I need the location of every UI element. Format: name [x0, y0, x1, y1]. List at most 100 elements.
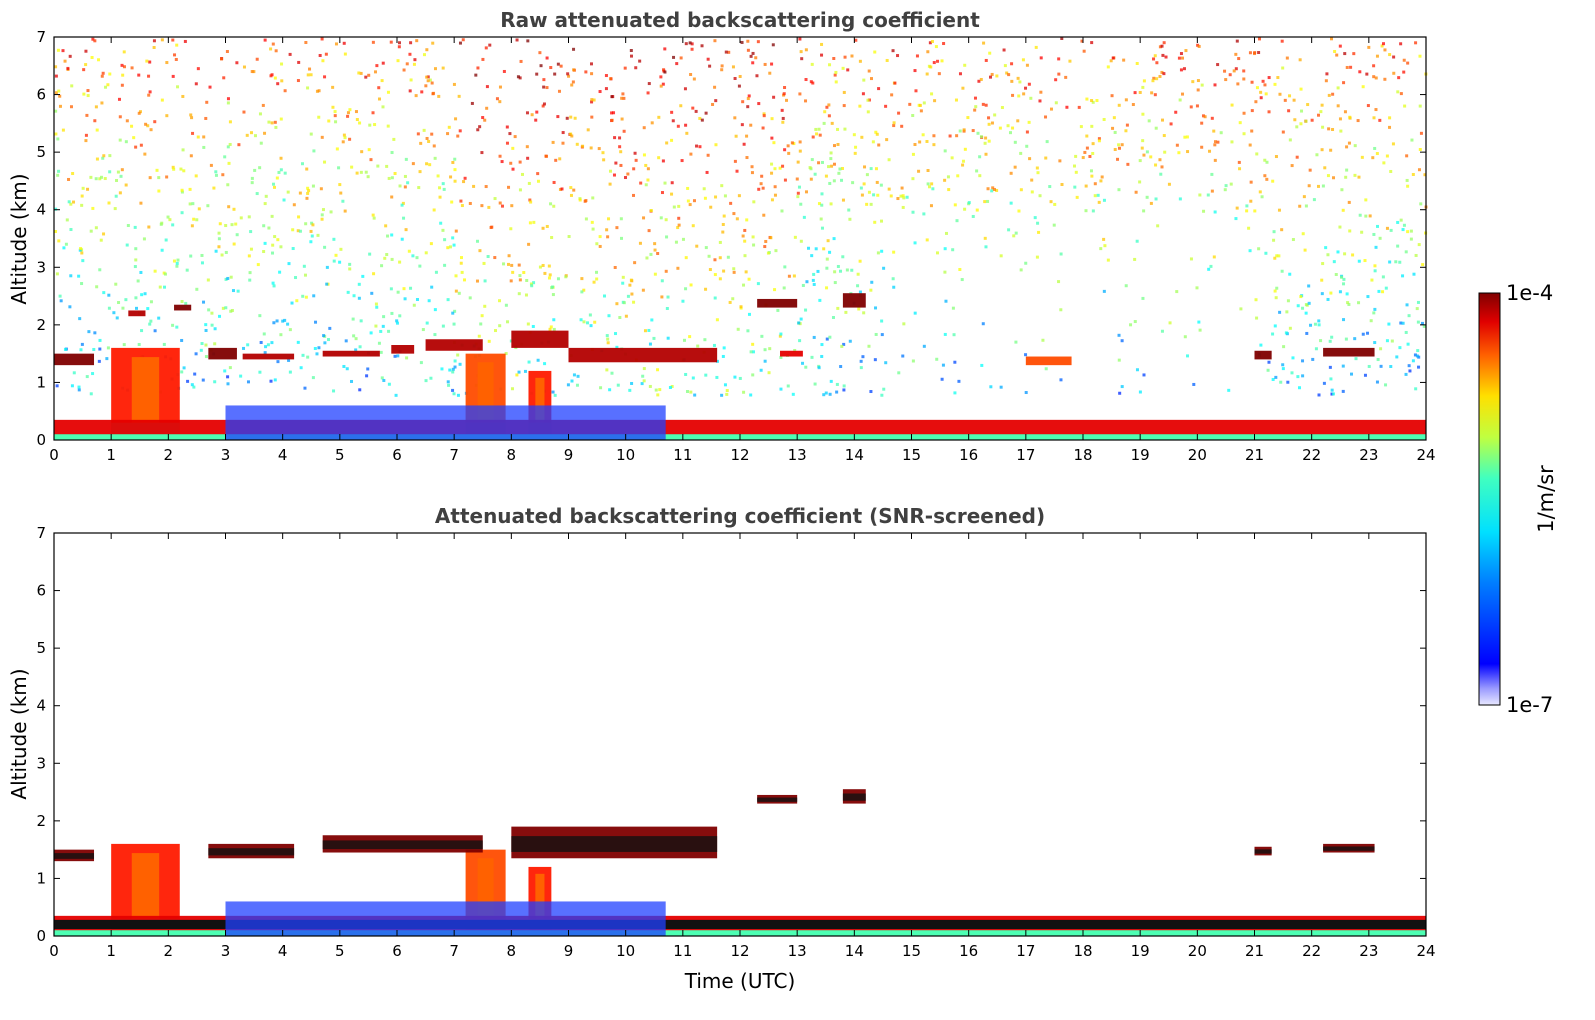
noise-pixel	[389, 40, 393, 44]
noise-pixel	[400, 203, 404, 207]
noise-pixel	[642, 153, 646, 157]
noise-pixel	[91, 37, 95, 41]
noise-pixel	[94, 105, 98, 109]
x-tick-label: 14	[845, 942, 864, 960]
noise-pixel	[1316, 184, 1320, 188]
panel-1-ylabel: Altitude (km)	[7, 173, 31, 304]
noise-pixel	[660, 279, 664, 283]
noise-pixel	[657, 115, 661, 119]
noise-pixel	[558, 157, 562, 161]
noise-pixel	[759, 368, 763, 372]
noise-pixel	[747, 277, 751, 281]
noise-pixel	[1310, 118, 1314, 122]
noise-pixel	[1142, 209, 1146, 213]
noise-pixel	[1160, 165, 1164, 169]
noise-pixel	[1398, 346, 1402, 350]
noise-pixel	[456, 134, 460, 138]
noise-pixel	[454, 117, 458, 121]
x-tick-label: 24	[1416, 446, 1435, 464]
noise-pixel	[792, 274, 796, 278]
noise-pixel	[468, 201, 472, 205]
noise-pixel	[303, 273, 307, 277]
noise-pixel	[518, 188, 522, 192]
noise-pixel	[405, 62, 409, 66]
noise-pixel	[608, 182, 612, 186]
noise-pixel	[95, 128, 99, 132]
noise-pixel	[677, 204, 681, 208]
x-tick-label: 2	[164, 942, 174, 960]
noise-pixel	[1025, 63, 1029, 67]
noise-pixel	[1200, 121, 1204, 125]
noise-pixel	[801, 283, 805, 287]
noise-pixel	[1345, 292, 1349, 296]
noise-pixel	[580, 277, 584, 281]
noise-pixel	[1338, 290, 1342, 294]
noise-pixel	[1169, 122, 1173, 126]
noise-pixel	[234, 222, 238, 226]
y-tick-label: 0	[36, 431, 46, 449]
noise-pixel	[1405, 178, 1409, 182]
noise-pixel	[269, 47, 273, 51]
noise-pixel	[278, 270, 282, 274]
noise-pixel	[134, 258, 138, 262]
panel-2-title: Attenuated backscattering coefficient (S…	[435, 504, 1045, 528]
noise-pixel	[393, 354, 397, 358]
noise-pixel	[621, 275, 625, 279]
noise-pixel	[859, 366, 863, 370]
noise-pixel	[204, 343, 208, 347]
noise-pixel	[1328, 365, 1332, 369]
noise-pixel	[937, 72, 941, 76]
noise-pixel	[1406, 342, 1410, 346]
noise-pixel	[1263, 83, 1267, 87]
noise-pixel	[58, 294, 62, 298]
noise-pixel	[822, 247, 826, 251]
noise-pixel	[54, 132, 58, 136]
noise-pixel	[686, 186, 690, 190]
noise-pixel	[1358, 70, 1362, 74]
noise-pixel	[760, 174, 764, 178]
noise-pixel	[1280, 269, 1284, 273]
noise-pixel	[204, 328, 208, 332]
noise-pixel	[1373, 146, 1377, 150]
noise-pixel	[346, 111, 350, 115]
noise-pixel	[692, 199, 696, 203]
noise-pixel	[999, 385, 1003, 389]
noise-pixel	[853, 151, 857, 155]
noise-pixel	[676, 266, 680, 270]
noise-pixel	[1219, 131, 1223, 135]
noise-pixel	[1236, 82, 1240, 86]
noise-pixel	[108, 170, 112, 174]
noise-pixel	[432, 208, 436, 212]
noise-pixel	[718, 277, 722, 281]
noise-pixel	[933, 99, 937, 103]
noise-pixel	[517, 292, 521, 296]
noise-pixel	[493, 197, 497, 201]
noise-pixel	[137, 73, 141, 77]
noise-pixel	[452, 243, 456, 247]
noise-pixel	[527, 360, 531, 364]
noise-pixel	[549, 325, 553, 329]
noise-pixel	[581, 144, 585, 148]
noise-pixel	[1332, 260, 1336, 264]
noise-pixel	[659, 84, 663, 88]
noise-pixel	[624, 176, 628, 180]
noise-pixel	[559, 64, 563, 68]
noise-pixel	[1281, 130, 1285, 134]
noise-pixel	[700, 44, 704, 48]
noise-pixel	[796, 195, 800, 199]
noise-pixel	[670, 192, 674, 196]
noise-pixel	[940, 59, 944, 63]
noise-pixel	[459, 199, 463, 203]
noise-pixel	[776, 308, 780, 312]
noise-pixel	[1388, 53, 1392, 57]
noise-pixel	[171, 38, 175, 42]
noise-pixel	[320, 37, 324, 41]
noise-pixel	[1209, 264, 1213, 268]
noise-pixel	[483, 279, 487, 283]
noise-pixel	[1213, 210, 1217, 214]
noise-pixel	[827, 114, 831, 118]
noise-pixel	[858, 259, 862, 263]
noise-pixel	[984, 136, 988, 140]
noise-pixel	[212, 186, 216, 190]
noise-pixel	[671, 119, 675, 123]
